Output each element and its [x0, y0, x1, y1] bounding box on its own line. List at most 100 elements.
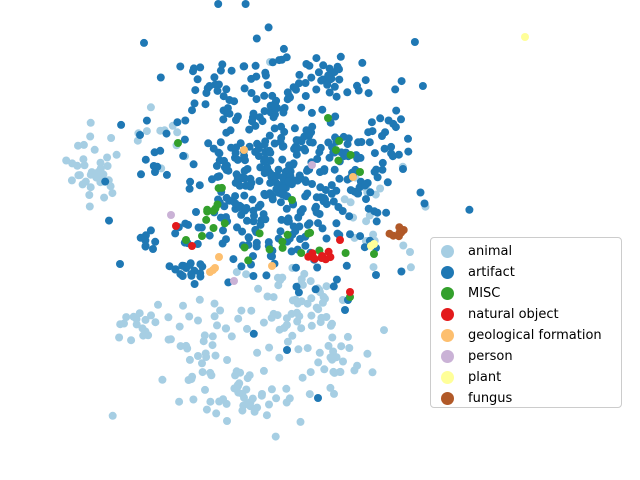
data-point	[360, 243, 369, 252]
data-point	[115, 333, 124, 342]
data-point	[167, 211, 175, 219]
data-point	[137, 170, 145, 179]
data-point	[233, 112, 242, 121]
legend-swatch	[441, 371, 454, 384]
data-point	[343, 88, 352, 97]
data-point	[179, 151, 188, 160]
series-geological-formation	[206, 146, 357, 276]
data-point	[232, 143, 241, 152]
data-point	[193, 75, 202, 84]
data-point	[269, 309, 278, 318]
data-point	[288, 160, 297, 169]
data-point	[260, 107, 269, 116]
data-point	[320, 365, 329, 374]
data-point	[67, 176, 76, 185]
data-point	[391, 123, 400, 132]
data-point	[306, 277, 315, 286]
data-point	[185, 184, 194, 193]
data-point	[369, 263, 378, 272]
data-point	[265, 343, 274, 352]
data-point	[260, 140, 269, 149]
data-point	[194, 352, 202, 360]
data-point	[296, 207, 305, 216]
data-point	[204, 139, 213, 148]
data-point	[211, 264, 219, 272]
data-point	[74, 171, 83, 180]
data-point	[308, 249, 317, 258]
data-point	[266, 178, 275, 187]
data-point	[85, 191, 94, 199]
data-point	[373, 208, 382, 217]
data-point	[295, 312, 304, 321]
data-point	[208, 175, 216, 184]
data-point	[345, 212, 354, 221]
data-point	[240, 393, 248, 402]
legend-item: artifact	[441, 262, 621, 283]
data-point	[323, 80, 332, 89]
series-natural-object	[172, 222, 354, 296]
data-point	[324, 138, 333, 147]
data-point	[219, 226, 227, 235]
data-point	[363, 349, 372, 358]
data-point	[218, 239, 227, 248]
data-point	[198, 359, 206, 368]
data-point	[370, 167, 379, 176]
data-point	[173, 118, 182, 127]
data-point	[164, 313, 173, 322]
data-point	[79, 140, 88, 149]
data-point	[319, 61, 328, 70]
data-point	[151, 318, 160, 327]
data-point	[149, 245, 157, 253]
data-point	[294, 288, 303, 297]
data-point	[318, 224, 327, 233]
legend-swatch	[441, 266, 454, 279]
data-point	[306, 138, 314, 147]
data-point	[116, 260, 124, 268]
data-point	[335, 75, 344, 84]
data-point	[295, 70, 304, 79]
data-point	[353, 189, 362, 198]
data-point	[120, 319, 128, 328]
data-point	[391, 85, 400, 94]
data-point	[288, 196, 296, 204]
data-point	[356, 168, 364, 176]
data-point	[376, 114, 385, 123]
data-point	[278, 237, 287, 246]
data-point	[240, 84, 249, 93]
data-point	[202, 89, 211, 97]
data-point	[251, 61, 260, 70]
data-point	[254, 284, 263, 293]
data-point	[253, 348, 262, 357]
data-point	[265, 245, 274, 254]
data-point	[108, 411, 117, 420]
legend-label: plant	[468, 370, 502, 385]
data-point	[292, 263, 300, 272]
data-point	[258, 390, 266, 398]
data-point	[345, 344, 354, 352]
data-point	[399, 165, 407, 173]
data-point	[149, 162, 158, 170]
data-point	[311, 285, 320, 294]
data-point	[278, 155, 287, 164]
data-point	[212, 409, 221, 418]
data-point	[322, 234, 331, 243]
data-point	[225, 109, 234, 118]
data-point	[296, 417, 305, 426]
data-point	[247, 306, 256, 315]
data-point	[254, 144, 263, 153]
data-point	[136, 233, 145, 242]
data-point	[312, 54, 321, 63]
legend-swatch	[441, 308, 454, 321]
data-point	[313, 263, 322, 272]
data-point	[301, 178, 310, 186]
data-point	[404, 147, 413, 156]
data-point	[255, 229, 264, 238]
data-point	[327, 181, 336, 190]
data-point	[206, 397, 215, 406]
data-point	[282, 314, 291, 323]
data-point	[365, 138, 374, 147]
data-point	[314, 358, 323, 367]
data-point	[176, 62, 185, 71]
data-point	[346, 288, 354, 296]
data-point	[389, 231, 398, 240]
